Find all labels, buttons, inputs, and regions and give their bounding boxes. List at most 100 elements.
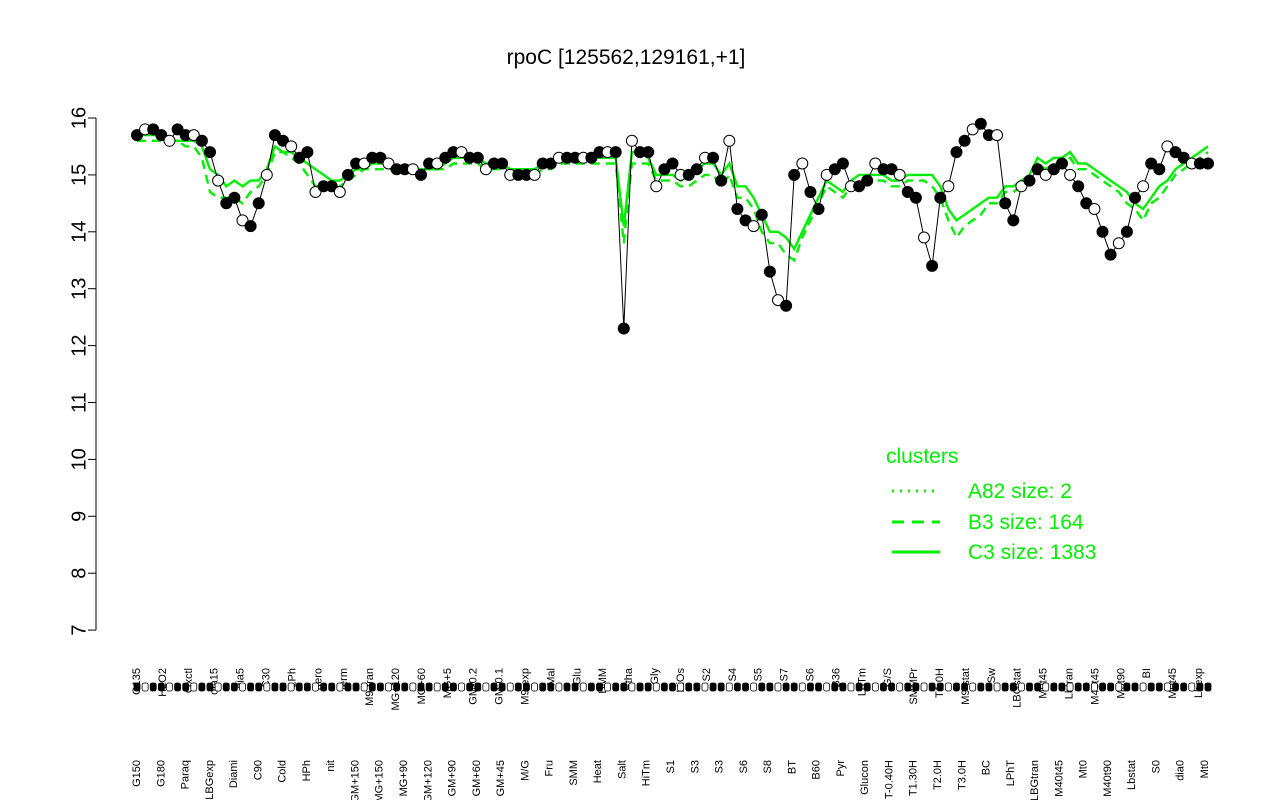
x-tick-label: S6 [804,668,816,681]
data-point [309,186,322,198]
x-tick-label: Gly [649,668,661,685]
x-rug-mark [1026,682,1033,692]
x-rug-mark [466,682,474,692]
data-point [171,123,184,136]
x-rug-mark [214,682,222,692]
x-rug-mark [1131,682,1139,692]
y-tick-label: 10 [68,448,90,470]
x-tick-label: M/G [519,760,531,781]
x-rug-mark [1074,682,1082,692]
x-tick-label: G/S [882,668,894,687]
data-point [439,151,452,164]
x-tick-label: BI [1141,668,1153,678]
x-rug-mark [587,682,595,692]
data-point [723,134,736,147]
y-tick-label: 16 [68,107,90,129]
x-rug-mark [1034,682,1042,692]
x-rug-mark [149,682,157,692]
data-point [747,220,760,233]
x-tick-label: Sw [986,668,998,683]
x-rug-mark [1009,682,1017,692]
data-point [707,151,720,164]
data-point [187,129,200,142]
data-point [853,180,866,193]
x-tick-label: S7 [779,668,791,681]
x-rug-mark [1164,682,1171,692]
x-rug-mark [377,682,384,692]
x-rug-mark [482,682,490,692]
x-rug-mark [798,682,806,692]
data-point [958,134,971,147]
x-rug-mark [336,682,344,692]
x-tick-label: S2 [701,668,713,681]
x-rug-mark [1082,682,1090,692]
x-tick-label: S3 [689,760,701,773]
x-rug-mark [969,682,977,692]
data-point [715,174,728,187]
legend-label: B3 size: 164 [968,511,1084,534]
data-point [820,168,833,181]
x-rug-mark [855,682,863,692]
y-tick-label: 14 [68,221,90,243]
x-tick-label: LoTm [856,668,868,696]
x-rug-mark [734,682,741,692]
legend-label: A82 size: 2 [968,480,1072,503]
data-point [812,203,825,215]
x-rug-mark [839,682,847,692]
x-rug-mark [174,682,181,692]
x-rug-mark [774,682,782,692]
data-point [147,123,160,136]
data-point [788,168,801,181]
x-rug-mark [1188,682,1196,692]
x-rug-mark [1091,682,1098,692]
x-rug-mark [247,682,254,692]
x-tick-label: S0 [1150,760,1162,773]
data-point [617,322,630,335]
data-point [1023,174,1036,187]
x-rug-mark [563,682,571,692]
x-tick-label: Mt0 [1199,760,1211,778]
x-rug-mark [993,682,1001,692]
x-rug-mark [409,682,417,692]
data-point [974,117,987,130]
y-tick-label: 8 [68,568,90,579]
data-point [739,214,752,227]
data-point [252,197,265,210]
x-rug-mark [239,682,246,692]
y-tick-label: 12 [68,334,90,356]
data-point [1039,168,1052,181]
data-point [1080,197,1093,210]
x-tick-label: C90 [252,760,264,780]
data-point [268,129,281,142]
data-point [885,163,898,176]
data-point [909,191,922,204]
data-point [763,265,776,278]
data-point [926,259,939,272]
x-rug-mark [328,682,336,692]
x-tick-label: GM+45 [495,760,507,796]
data-point [1064,168,1077,181]
x-tick-label: S8 [762,760,774,773]
x-rug-mark [255,682,263,692]
data-point [942,180,955,193]
x-tick-label: BC [981,760,993,775]
x-rug-mark [815,682,822,692]
x-rug-mark [1115,682,1123,692]
data-point [544,157,557,170]
x-tick-label: Pyr [835,760,847,777]
data-point [772,294,784,307]
data-point [966,123,979,136]
data-point [1007,214,1020,227]
x-rug-mark [880,682,887,692]
x-rug-mark [1058,682,1066,692]
data-point [1096,225,1109,238]
x-rug-mark [547,682,555,692]
x-rug-mark [644,682,652,692]
data-point [358,157,371,170]
y-tick-label: 13 [68,278,90,300]
data-point [1202,157,1214,170]
x-rug-mark [360,682,368,692]
data-point [780,299,793,312]
x-tick-label: G180 [155,760,167,787]
